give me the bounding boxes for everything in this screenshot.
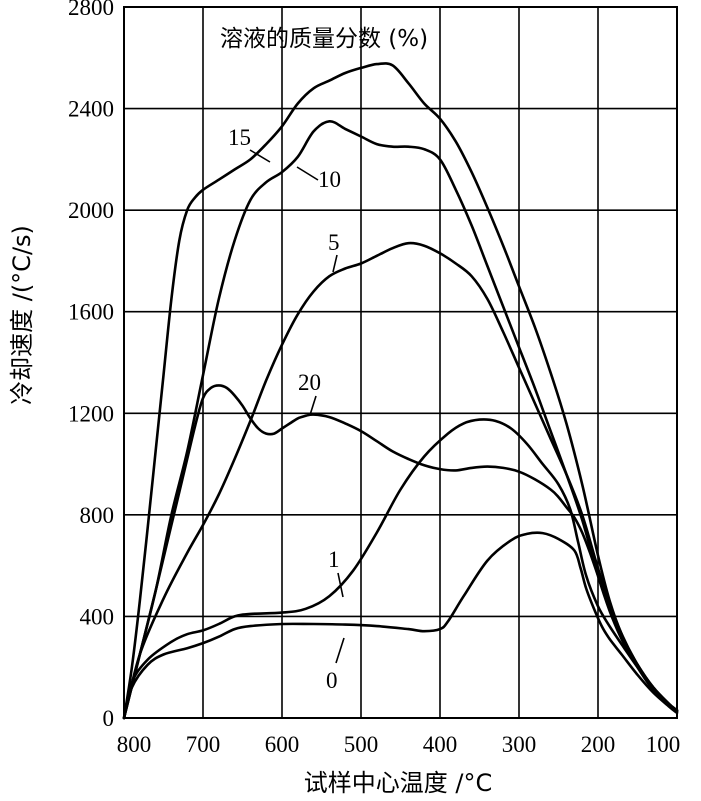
- series-leader-15: [249, 149, 271, 163]
- series-leader-20: [309, 395, 317, 416]
- x-tick-label: 500: [344, 732, 379, 757]
- y-tick-label: 800: [80, 503, 115, 528]
- curve-layer: [122, 62, 679, 720]
- series-label-0: 0: [326, 668, 338, 693]
- series-label-15: 15: [228, 125, 251, 150]
- plot-frame: [123, 6, 678, 719]
- y-tick-label: 2000: [68, 198, 114, 223]
- legend-title: 溶液的质量分数 (%): [220, 26, 428, 52]
- x-tick-label: 400: [423, 732, 458, 757]
- y-tick-label: 2400: [68, 97, 114, 122]
- x-axis-title: 试样中心温度 /°C: [304, 769, 492, 797]
- x-tick-label: 300: [502, 732, 537, 757]
- series-leader-5: [332, 254, 338, 273]
- series-label-10: 10: [318, 167, 341, 192]
- series-leader-1: [337, 572, 344, 598]
- series-line-0: [122, 531, 679, 720]
- series-line-20: [122, 384, 679, 720]
- series-label-1: 1: [328, 547, 340, 572]
- x-tick-label: 700: [186, 732, 221, 757]
- series-line-15: [122, 62, 679, 720]
- y-axis-title: 冷却速度 /(°C/s): [8, 225, 36, 405]
- series-label-5: 5: [328, 230, 340, 255]
- y-tick-label: 1600: [68, 300, 114, 325]
- x-tick-label: 600: [265, 732, 300, 757]
- series-line-1: [122, 418, 679, 720]
- series-leader-0: [335, 637, 345, 664]
- series-line-5: [122, 241, 679, 720]
- y-tick-label: 2800: [68, 0, 114, 20]
- y-tick-label: 400: [80, 604, 115, 629]
- grid-layer: [123, 6, 678, 719]
- series-leader-10: [296, 166, 319, 181]
- y-tick-label: 1200: [68, 401, 114, 426]
- x-tick-label: 800: [117, 732, 152, 757]
- x-tick-label: 100: [646, 732, 681, 757]
- y-tick-label: 0: [103, 706, 115, 731]
- series-label-20: 20: [298, 370, 321, 395]
- x-tick-label: 200: [581, 732, 616, 757]
